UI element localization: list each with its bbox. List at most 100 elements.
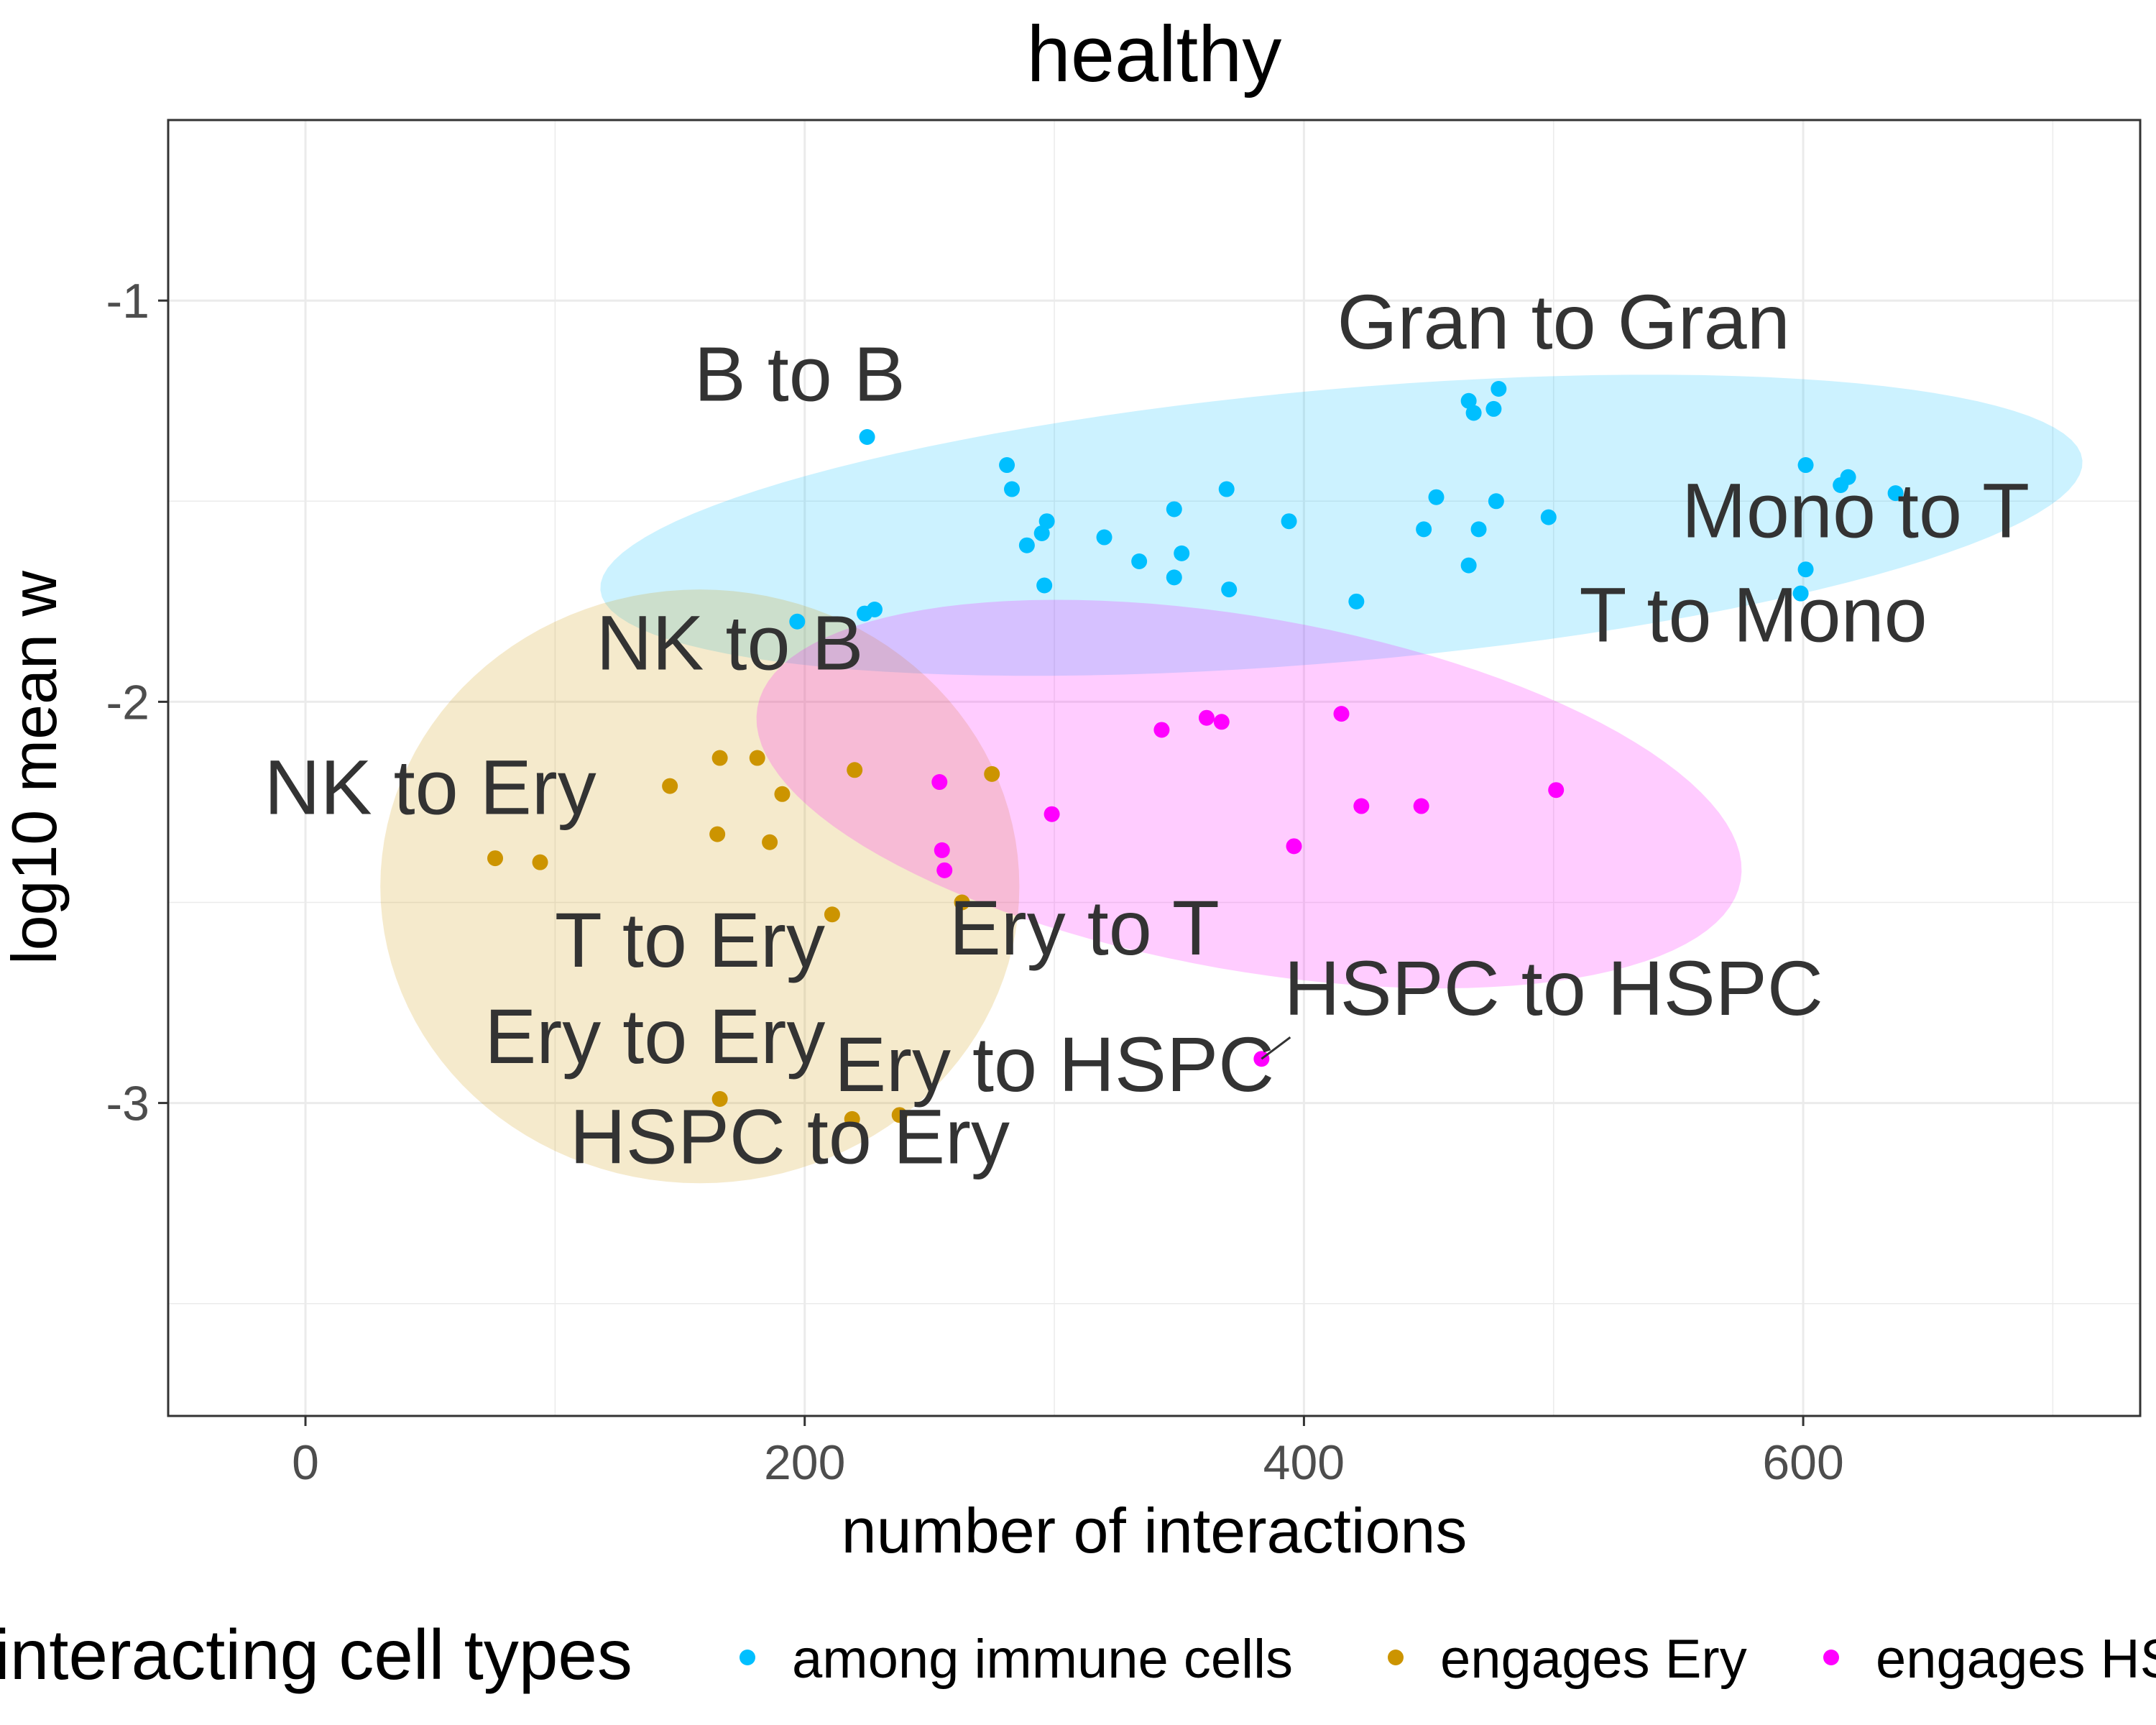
point-engages-ery (711, 1091, 728, 1108)
point-label: HSPC to HSPC (1284, 944, 1823, 1031)
point-label: Gran to Gran (1337, 278, 1790, 365)
point-label: B to B (694, 331, 906, 418)
point-label: Ery to Ery (484, 993, 825, 1080)
point-engages-ery (662, 778, 678, 794)
point-engages-ery (749, 750, 765, 766)
point-engages-ery (532, 854, 548, 870)
plot-panel-border (167, 119, 2142, 1417)
grid (168, 120, 2140, 1416)
point-among-immune-cells (1797, 561, 1814, 578)
point-among-immune-cells (1797, 457, 1814, 474)
y-tick-label: -3 (106, 1077, 149, 1131)
confidence-ellipses (380, 374, 2083, 1184)
legend-key-engages-hspc (1823, 1650, 1839, 1665)
legend-label: engages Ery (1440, 1629, 1747, 1690)
legend-title: interacting cell types (0, 1615, 632, 1694)
label-leader-line (1261, 1036, 1291, 1060)
legend-key-engages-ery (1388, 1650, 1404, 1665)
y-axis-title: log10 mean w (0, 571, 70, 965)
point-engages-hspc (1413, 798, 1429, 814)
point-among-immune-cells (1348, 593, 1365, 610)
point-among-immune-cells (859, 428, 875, 445)
x-tick-label: 200 (764, 1435, 845, 1490)
point-label: NK to Ery (264, 744, 596, 831)
point-among-immune-cells (1166, 569, 1182, 586)
point-among-immune-cells (1491, 380, 1507, 397)
point-label: T to Mono (1579, 571, 1927, 658)
x-tick-label: 0 (292, 1435, 319, 1490)
chart-title: healthy (1027, 10, 1282, 98)
point-among-immune-cells (1416, 521, 1432, 538)
point-engages-ery (762, 834, 778, 850)
point-among-immune-cells (999, 457, 1015, 474)
point-engages-hspc (1548, 782, 1565, 799)
point-engages-ery (824, 906, 840, 923)
legend-label: engages HSPC (1876, 1629, 2156, 1690)
point-label: Ery to T (949, 884, 1220, 971)
point-among-immune-cells (1460, 557, 1477, 574)
point-among-immune-cells (1428, 489, 1445, 505)
point-label: HSPC to Ery (570, 1092, 1010, 1179)
point-among-immune-cells (1131, 553, 1148, 570)
point-engages-hspc (1153, 722, 1170, 738)
point-among-immune-cells (789, 613, 806, 630)
point-engages-ery (847, 762, 863, 778)
point-engages-hspc (934, 842, 950, 858)
point-engages-ery (774, 786, 791, 802)
point-engages-hspc (1198, 709, 1215, 726)
point-among-immune-cells (1166, 501, 1182, 518)
point-engages-hspc (1286, 838, 1302, 855)
point-among-immune-cells (1540, 509, 1557, 525)
point-among-immune-cells (1004, 481, 1021, 497)
point-among-immune-cells (1036, 577, 1053, 594)
y-tick-label: -1 (106, 274, 149, 328)
legend-key-among-immune-cells (740, 1650, 755, 1665)
x-axis-title: number of interactions (842, 1495, 1468, 1566)
legend-label: among immune cells (792, 1629, 1293, 1690)
point-label: Ery to HSPC (834, 1021, 1274, 1108)
point-engages-hspc (1333, 706, 1350, 722)
point-among-immune-cells (1460, 392, 1477, 409)
point-engages-ery (711, 750, 728, 766)
axis-ticks: 0 200 400 600 -1 -2 -3 (106, 274, 1844, 1490)
point-among-immune-cells (1174, 545, 1190, 561)
y-tick-label: -2 (106, 675, 149, 730)
point-among-immune-cells (866, 602, 883, 618)
point-among-immune-cells (1038, 513, 1055, 530)
point-engages-ery (954, 894, 970, 911)
point-label: T to Ery (555, 896, 825, 983)
point-among-immune-cells (1218, 481, 1235, 497)
point-engages-ery (891, 1107, 908, 1123)
point-label: NK to B (596, 599, 863, 686)
point-labels: B to B Gran to Gran Mono to T T to Mono NK t… (264, 278, 2030, 1179)
point-among-immune-cells (1887, 485, 1904, 502)
point-engages-hspc (931, 774, 948, 791)
ellipse-engages-hspc (756, 599, 1742, 989)
point-among-immune-cells (1465, 405, 1482, 421)
x-tick-label: 600 (1762, 1435, 1843, 1490)
point-engages-hspc (1353, 798, 1370, 814)
point-engages-ery (844, 1110, 860, 1127)
point-engages-ery (984, 765, 1000, 782)
point-engages-ery (709, 826, 726, 842)
point-among-immune-cells (1470, 521, 1487, 538)
point-among-immune-cells (1840, 469, 1856, 485)
point-among-immune-cells (1488, 493, 1504, 510)
point-engages-hspc (1044, 806, 1060, 822)
x-tick-label: 400 (1263, 1435, 1345, 1490)
point-among-immune-cells (1033, 525, 1050, 541)
point-among-immune-cells (1281, 513, 1297, 530)
point-among-immune-cells (1485, 400, 1502, 417)
ellipse-engages-ery (380, 589, 1020, 1184)
point-engages-hspc (936, 862, 953, 878)
point-among-immune-cells (1792, 585, 1809, 602)
point-label: Mono to T (1682, 467, 2030, 554)
ellipse-among-immune-cells (600, 374, 2083, 676)
point-engages-ery (487, 850, 504, 867)
point-among-immune-cells (1221, 581, 1238, 598)
plot-panel-background (168, 120, 2140, 1416)
data-points (487, 380, 1904, 1127)
point-engages-hspc (1213, 714, 1230, 730)
point-among-immune-cells (1018, 537, 1035, 553)
